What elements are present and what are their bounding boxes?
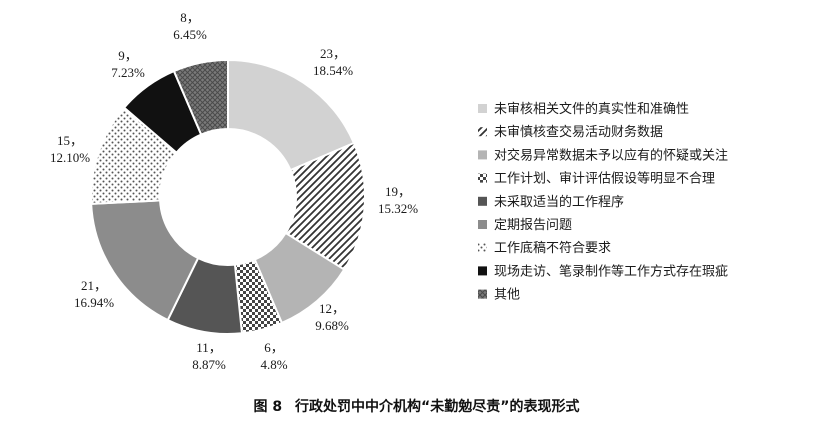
slice-count-label: 12，	[319, 301, 345, 316]
legend-swatch	[478, 127, 487, 137]
legend-swatch	[478, 243, 487, 253]
legend-label: 未审慎核查交易活动财务数据	[494, 124, 663, 140]
slice-count-label: 6，	[264, 340, 284, 355]
slice-percent-label: 6.45%	[173, 27, 207, 42]
slice-count-label: 8，	[180, 10, 200, 25]
slice-labels: 23， 18.54% 19， 15.32% 12， 9.68% 6， 4.8% 11， 8.87%…	[50, 10, 418, 372]
legend-label: 定期报告问题	[494, 218, 572, 233]
legend: 未审核相关文件的真实性和准确性未审慎核查交易活动财务数据对交易异常数据未予以应有…	[478, 101, 728, 303]
figure-caption: 图 8 行政处罚中中介机构“未勤勉尽责”的表现形式	[0, 396, 833, 416]
slice-9	[172, 58, 229, 136]
legend-swatch	[478, 289, 487, 299]
slice-count-label: 9，	[118, 48, 138, 63]
legend-swatch	[478, 104, 487, 113]
slice-percent-label: 7.23%	[111, 65, 145, 80]
slice-percent-label: 18.54%	[313, 63, 353, 78]
legend-swatch	[478, 173, 487, 183]
legend-label: 未采取适当的工作程序	[494, 194, 624, 210]
donut-slices	[90, 58, 366, 335]
legend-swatch	[478, 150, 487, 160]
legend-swatch	[478, 266, 487, 276]
slice-percent-label: 9.68%	[315, 318, 349, 333]
legend-label: 对交易异常数据未予以应有的怀疑或关注	[494, 147, 728, 163]
slice-percent-label: 8.87%	[192, 357, 226, 372]
slice-count-label: 19，	[385, 184, 411, 199]
legend-label: 未审核相关文件的真实性和准确性	[494, 101, 689, 117]
legend-swatch	[478, 196, 487, 206]
slice-count-label: 15，	[57, 133, 83, 148]
figure-title: 行政处罚中中介机构“未勤勉尽责”的表现形式	[295, 399, 580, 415]
legend-label: 现场走访、笔录制作等工作方式存在瑕疵	[494, 263, 728, 279]
slice-percent-label: 16.94%	[74, 295, 114, 310]
legend-label: 其他	[494, 288, 520, 303]
slice-count-label: 11，	[196, 340, 222, 355]
slice-percent-label: 4.8%	[260, 357, 287, 372]
legend-label: 工作底稿不符合要求	[494, 240, 611, 256]
slice-count-label: 23，	[320, 46, 346, 61]
slice-percent-label: 15.32%	[378, 201, 418, 216]
legend-label: 工作计划、审计评估假设等明显不合理	[494, 171, 715, 187]
slice-count-label: 21，	[81, 278, 107, 293]
legend-swatch	[478, 220, 487, 229]
slice-percent-label: 12.10%	[50, 150, 90, 165]
figure-number: 图 8	[253, 399, 283, 415]
slice-1	[227, 58, 356, 172]
